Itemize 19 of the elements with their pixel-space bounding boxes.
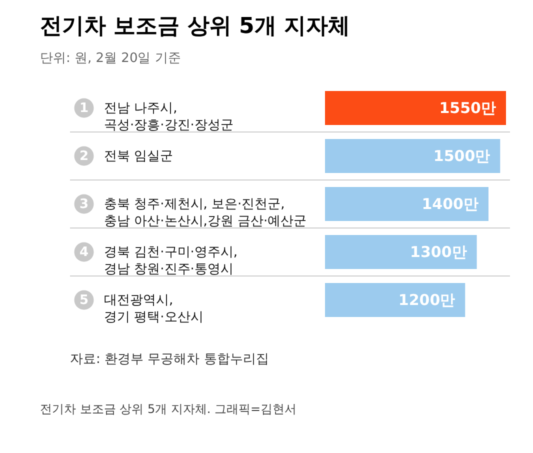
y-tick-label: 전북 임실군 — [104, 149, 174, 164]
y-tick-label: 충북 청주·제천시, 보은·진천군, 충남 아산·논산시,강원 금산·예산군 — [104, 197, 307, 229]
text: 전기차 보조금 상위 5개 지자체. 그래픽=김현서 — [40, 402, 297, 416]
bar — [325, 235, 477, 269]
data-label: 1500만 — [433, 147, 490, 165]
chart-title: 전기차 보조금 상위 5개 지자체 — [40, 14, 350, 39]
y-tick-label: 대전광역시, 경기 평택·오산시 — [104, 293, 204, 325]
y-tick-label: 전남 나주시, 곡성·장흥·강진·장성군 — [104, 101, 234, 133]
data-label: 1550만 — [439, 99, 496, 117]
text: 단위: 원, 2월 20일 기준 — [40, 51, 181, 66]
bar — [325, 91, 506, 125]
data-label: 1200만 — [398, 291, 456, 309]
bar — [325, 139, 500, 173]
text: 자료: 환경부 무공해차 통합누리집 — [70, 352, 269, 367]
bar — [325, 187, 488, 221]
data-label: 1300만 — [410, 243, 467, 261]
y-tick-label: 경북 김천·구미·영주시, 경남 창원·진주·통영시 — [104, 245, 238, 277]
data-label: 1400만 — [422, 195, 478, 213]
bar — [325, 283, 466, 317]
